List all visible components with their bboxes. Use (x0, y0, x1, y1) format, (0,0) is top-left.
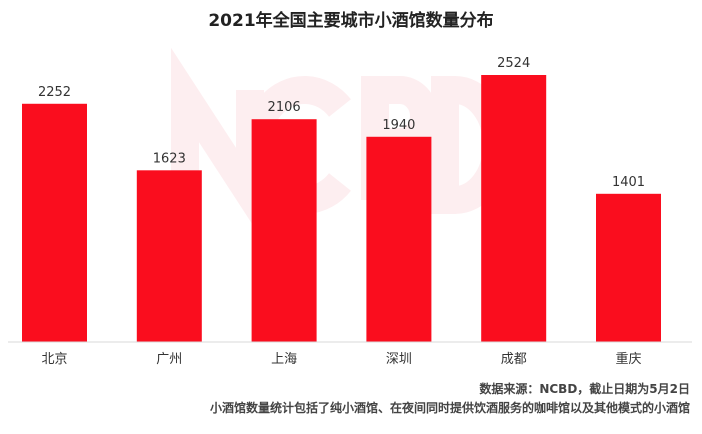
x-tick-label: 深圳 (386, 352, 412, 367)
x-tick-label: 重庆 (615, 351, 641, 367)
x-tick-label: 北京 (41, 352, 67, 367)
x-tick-label: 广州 (156, 352, 182, 367)
x-tick-label: 成都 (501, 352, 527, 367)
bar-深圳 (366, 136, 432, 342)
source-note: 数据来源：NCBD，截止日期为5月2日 (479, 382, 690, 396)
watermark-logo (171, 47, 511, 243)
bar-北京 (22, 103, 87, 342)
x-tick-label: 上海 (271, 352, 297, 367)
bar-成都 (481, 75, 547, 342)
chart-title: 2021年全国主要城市小酒馆数量分布 (208, 11, 494, 31)
bar-上海 (251, 119, 317, 342)
data-label: 2524 (497, 56, 530, 71)
data-label: 1940 (382, 118, 415, 133)
description-note: 小酒馆数量统计包括了纯小酒馆、在夜间同时提供饮酒服务的咖啡馆以及其他模式的小酒馆 (209, 401, 690, 415)
data-label: 1401 (612, 175, 645, 190)
data-label: 2106 (268, 100, 301, 115)
bar-广州 (136, 170, 202, 342)
bar-重庆 (596, 193, 661, 342)
data-label: 1623 (153, 151, 186, 166)
data-label: 2252 (38, 85, 71, 100)
